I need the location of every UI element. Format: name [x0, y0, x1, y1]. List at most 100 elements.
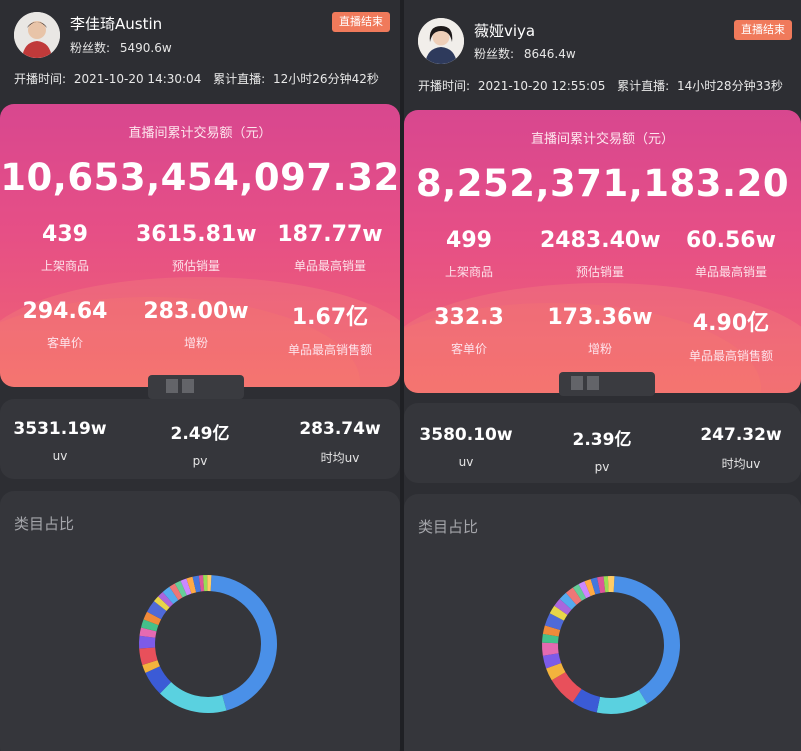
donut-segment-8[interactable]: [542, 625, 561, 637]
avatar[interactable]: [14, 12, 60, 58]
donut-segment-17[interactable]: [192, 575, 201, 593]
avatar[interactable]: [418, 18, 464, 64]
donut-segment-19[interactable]: [202, 575, 208, 592]
stat-label: 预估销量: [575, 265, 624, 279]
stat-label: 单品最高销售额: [287, 343, 372, 357]
streamer-name: 薇娅viya: [474, 22, 536, 40]
metric-label: uv: [458, 455, 474, 469]
stat-value: 283.00w: [143, 299, 249, 324]
live-ended-badge: 直播结束: [332, 12, 390, 32]
metric-value: 3580.10w: [419, 425, 513, 445]
live-timeline: 开播时间: 2021-10-20 14:30:04 累计直播: 12小时26分钟…: [14, 70, 379, 87]
donut-segment-4[interactable]: [139, 647, 158, 666]
donut-segment-14[interactable]: [572, 584, 587, 601]
donut-segment-3[interactable]: [142, 660, 160, 673]
donut-segment-16[interactable]: [584, 579, 596, 597]
category-donut[interactable]: [137, 573, 279, 715]
donut-segment-9[interactable]: [147, 601, 167, 620]
donut-segment-2[interactable]: [572, 689, 601, 713]
metric-label: 时均uv: [320, 451, 360, 465]
donut-segment-0[interactable]: [613, 576, 680, 704]
donut-segment-12[interactable]: [162, 586, 179, 605]
fans-value: 5490.6w: [119, 41, 172, 55]
metric-value: 283.74w: [299, 419, 381, 439]
stat-top-item-revenue: 1.67亿 单品最高销售额: [270, 299, 390, 358]
donut-segment-17[interactable]: [590, 577, 601, 595]
donut-segment-13[interactable]: [565, 587, 582, 605]
avatar-image: [418, 18, 464, 64]
donut-segment-7[interactable]: [542, 633, 559, 644]
donut-segment-7[interactable]: [141, 619, 159, 632]
donut-segment-15[interactable]: [180, 578, 192, 596]
donut-segment-1[interactable]: [596, 690, 648, 714]
start-time-value: 2021-10-20 14:30:04: [73, 72, 202, 86]
stat-value: 187.77w: [277, 222, 383, 247]
decor-wave: [0, 277, 400, 387]
donut-segment-10[interactable]: [153, 596, 170, 612]
duration-value: 14小时28分钟33秒: [677, 79, 783, 93]
donut-segment-14[interactable]: [174, 580, 187, 598]
start-time-label: 开播时间:: [14, 72, 67, 86]
hourly-uv-metric: 283.74w 时均uv: [280, 419, 400, 466]
panel-divider: [400, 0, 404, 751]
stat-value: 1.67亿: [291, 305, 369, 330]
fans-count: 粉丝数: 5490.6w: [70, 39, 172, 56]
metric-label: 时均uv: [721, 457, 761, 471]
uv-metric: 3580.10w uv: [406, 425, 526, 469]
donut-segment-19[interactable]: [603, 576, 609, 593]
stat-value: 3615.81w: [136, 222, 257, 247]
stat-label: 增粉: [183, 336, 208, 350]
donut-segment-6[interactable]: [542, 642, 559, 656]
donut-segment-8[interactable]: [143, 611, 162, 626]
stat-avg-order: 294.64 客单价: [5, 299, 125, 351]
stat-top-item-sales: 187.77w 单品最高销量: [270, 222, 390, 274]
stat-value: 294.64: [22, 299, 108, 324]
metric-value: 247.32w: [700, 425, 782, 445]
donut-segment-20[interactable]: [207, 575, 212, 592]
donut-segment-3[interactable]: [551, 672, 582, 703]
donut-segment-4[interactable]: [546, 663, 566, 681]
donut-segment-13[interactable]: [169, 583, 183, 601]
donut-segment-0[interactable]: [210, 575, 277, 711]
pv-metric: 2.49亿 pv: [140, 419, 260, 468]
donut-segment-18[interactable]: [198, 575, 205, 592]
category-card: 类目占比: [404, 494, 801, 751]
stat-top-item-sales: 60.56w 单品最高销量: [671, 228, 791, 280]
streamer-header: 李佳琦Austin 粉丝数: 5490.6w 直播结束 开播时间: 2021-1…: [0, 0, 400, 100]
category-donut[interactable]: [540, 574, 682, 716]
stat-est-sales: 3615.81w 预估销量: [136, 222, 257, 274]
donut-segment-9[interactable]: [544, 613, 564, 630]
donut-segment-11[interactable]: [554, 598, 572, 615]
donut-segment-18[interactable]: [597, 576, 606, 594]
donut-segment-16[interactable]: [186, 576, 197, 594]
total-sales-value: 8,252,371,183.20: [415, 162, 790, 205]
stat-products: 499 上架商品: [409, 228, 529, 280]
left-panel: 李佳琦Austin 粉丝数: 5490.6w 直播结束 开播时间: 2021-1…: [0, 0, 400, 751]
metric-value: 2.49亿: [170, 424, 230, 444]
category-card: 类目占比: [0, 491, 400, 751]
donut-segment-6[interactable]: [139, 627, 157, 638]
uv-metric: 3531.19w uv: [0, 419, 120, 463]
donut-segment-5[interactable]: [542, 653, 562, 669]
donut-segment-20[interactable]: [607, 576, 615, 593]
stat-label: 客单价: [450, 342, 487, 356]
donut-segment-1[interactable]: [159, 682, 227, 713]
stat-value: 60.56w: [686, 228, 776, 253]
hourly-uv-metric: 247.32w 时均uv: [681, 425, 801, 472]
metric-value: 2.39亿: [572, 430, 632, 450]
total-sales-caption: 直播间累计交易额（元）: [530, 132, 674, 147]
stat-value: 499: [446, 228, 492, 253]
duration-label: 累计直播:: [617, 79, 670, 93]
donut-segment-15[interactable]: [578, 581, 591, 599]
total-sales-value: 10,653,454,097.32: [0, 156, 400, 199]
stat-label: 增粉: [587, 342, 612, 356]
donut-segment-12[interactable]: [559, 592, 577, 610]
stat-label: 单品最高销售额: [688, 349, 773, 363]
donut-segment-10[interactable]: [549, 605, 568, 621]
donut-segment-11[interactable]: [158, 591, 174, 608]
category-title: 类目占比: [14, 515, 75, 533]
donut-segment-2[interactable]: [145, 666, 172, 694]
fans-label: 粉丝数:: [70, 41, 111, 55]
fans-label: 粉丝数:: [474, 47, 515, 61]
donut-segment-5[interactable]: [139, 635, 156, 649]
